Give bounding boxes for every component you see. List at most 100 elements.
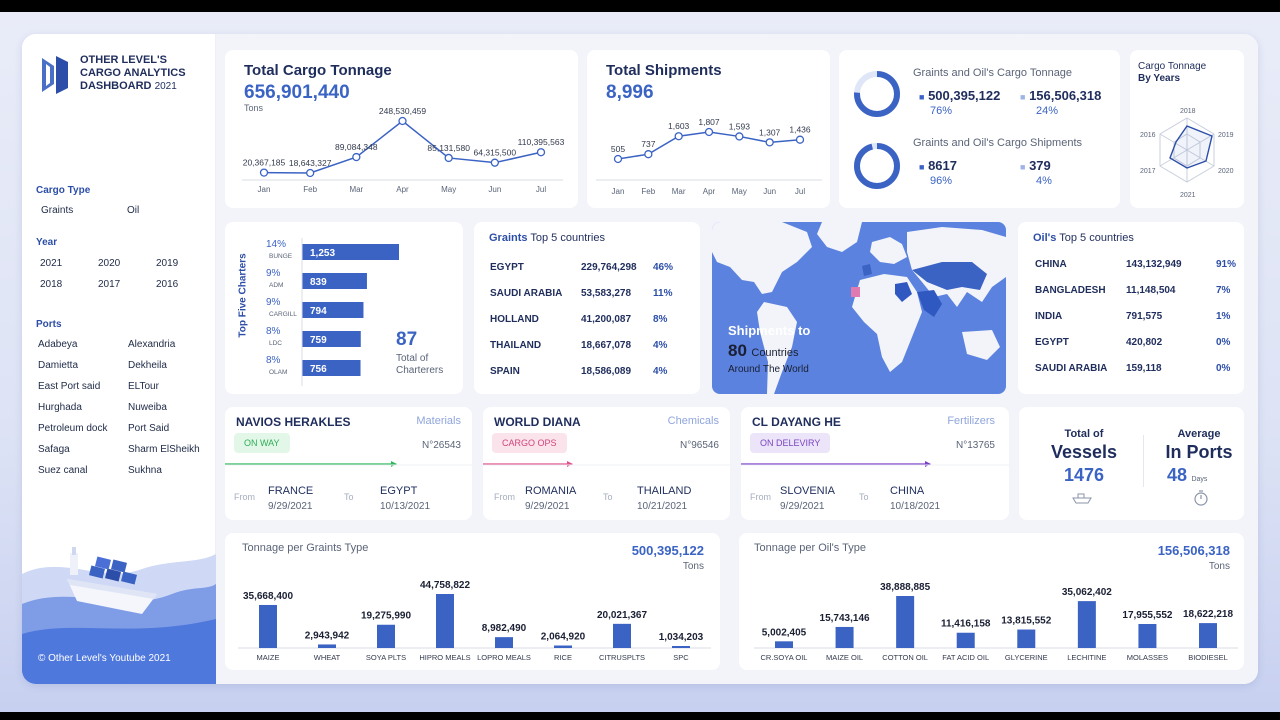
country-pct: 11% xyxy=(653,287,673,299)
tonnage-value: 656,901,440 xyxy=(244,82,350,103)
cargo-type-graints[interactable]: Graints xyxy=(41,205,74,216)
category-label: LOPRO MEALS xyxy=(477,653,531,662)
port-nuweiba[interactable]: Nuweiba xyxy=(128,402,167,413)
port-safaga[interactable]: Safaga xyxy=(38,444,70,455)
year-2017[interactable]: 2017 xyxy=(98,279,121,290)
world-map-card[interactable]: Shipments to 80 Countries Around The Wor… xyxy=(712,222,1006,394)
vessel-card-3[interactable]: CL DAYANG HE Fertilizers ON DELEVIRY N°1… xyxy=(741,407,1009,520)
charterer-name: OLAM xyxy=(269,369,287,376)
x-tick-label: Apr xyxy=(703,187,716,196)
port-port-said[interactable]: Port Said xyxy=(128,423,170,434)
category-label: HIPRO MEALS xyxy=(419,653,470,662)
to-date: 10/21/2021 xyxy=(637,501,688,512)
graints-type-title: Tonnage per Graints Type xyxy=(242,542,369,554)
country-name: SAUDI ARABIA xyxy=(490,287,563,299)
charterer-name: BUNGE xyxy=(269,253,293,260)
ports-header: Ports xyxy=(36,319,62,330)
year-header: Year xyxy=(36,237,58,248)
x-tick-label: Feb xyxy=(641,187,655,196)
port-alexandria[interactable]: Alexandria xyxy=(128,339,176,350)
shipments-title: Total Shipments xyxy=(606,62,722,79)
charterer-value: 794 xyxy=(310,306,327,317)
bar xyxy=(775,641,793,648)
country-pct: 7% xyxy=(1216,284,1231,296)
category-label: LECHITINE xyxy=(1067,653,1106,662)
x-tick-label: Jun xyxy=(763,187,776,196)
port-hurghada[interactable]: Hurghada xyxy=(38,402,82,413)
port-dekheila[interactable]: Dekheila xyxy=(128,360,167,371)
title-line-3-text: DASHBOARD xyxy=(80,80,152,92)
x-tick-label: Jan xyxy=(612,187,625,196)
total-shipments-card: Total Shipments 8,996 505 Jan 737 Feb 1,603 M… xyxy=(587,50,830,208)
vessel-card-1[interactable]: NAVIOS HERAKLES Materials ON WAY N°26543… xyxy=(225,407,472,520)
category-label: CITRUSPLTS xyxy=(599,653,645,662)
port-sharm-elsheikh[interactable]: Sharm ElSheikh xyxy=(128,444,200,455)
port-suez-canal[interactable]: Suez canal xyxy=(38,465,88,476)
port-eltour[interactable]: ELTour xyxy=(128,381,159,392)
share-tonnage-oil-pct: 24% xyxy=(1036,105,1059,117)
charterer-bar xyxy=(302,331,361,347)
world-map xyxy=(712,222,1006,394)
charterer-value: 1,253 xyxy=(310,248,335,259)
title-line-2: CARGO ANALYTICS xyxy=(80,67,186,79)
map-count: 80 xyxy=(728,341,747,360)
map-countries-line: 80 Countries xyxy=(728,341,798,361)
cargo-ship-icon xyxy=(67,547,157,614)
table-row: SAUDI ARABIA 53,583,278 11% xyxy=(490,280,673,306)
bar xyxy=(318,644,336,648)
port-sukhna[interactable]: Sukhna xyxy=(128,465,162,476)
oil-top5-title-rest: Top 5 countries xyxy=(1059,232,1134,244)
x-tick-label: Jul xyxy=(795,187,805,196)
cargo-type-oil[interactable]: Oil xyxy=(127,205,140,216)
graints-type-total: 500,395,122 xyxy=(631,543,704,558)
data-label: 1,307 xyxy=(759,127,781,137)
country-value: 11,148,504 xyxy=(1126,284,1176,296)
title-year: 2021 xyxy=(154,81,177,92)
bottom-letterbox xyxy=(0,712,1280,720)
radar-title-line2: By Years xyxy=(1138,73,1181,84)
year-2021[interactable]: 2021 xyxy=(40,258,63,269)
shipments-line-chart: 505 Jan 737 Feb 1,603 Mar 1,807 Apr 1,593 May 1,30… xyxy=(596,117,822,196)
to-country: EGYPT xyxy=(380,485,418,497)
country-value: 143,132,949 xyxy=(1126,258,1182,270)
share-tonnage-oil: ■ 156,506,318 xyxy=(1020,88,1101,103)
oil-marker-icon: ■ xyxy=(1020,92,1026,102)
country-pct: 46% xyxy=(653,261,674,273)
charterers-total: 87 xyxy=(396,329,418,350)
year-2018[interactable]: 2018 xyxy=(40,279,63,290)
data-label: 1,436 xyxy=(789,125,811,135)
bar-value-label: 5,002,405 xyxy=(762,627,807,638)
vessel-name: WORLD DIANA xyxy=(494,415,581,429)
category-label: MAIZE xyxy=(257,653,280,662)
year-2020[interactable]: 2020 xyxy=(98,258,121,269)
graints-marker-icon: ■ xyxy=(919,92,925,102)
country-value: 41,200,087 xyxy=(581,313,632,325)
dashboard-title: OTHER LEVEL'S CARGO ANALYTICS DASHBOARD … xyxy=(80,54,186,93)
to-label: To xyxy=(603,492,613,502)
data-label: 248,530,459 xyxy=(379,106,427,116)
vessel-status-badge: CARGO OPS xyxy=(492,433,567,453)
vessel-card-2[interactable]: WORLD DIANA Chemicals CARGO OPS N°96546 … xyxy=(483,407,730,520)
charterers-total-label: Total of Charterers xyxy=(396,353,443,377)
charterers-total-label-2: Charterers xyxy=(396,365,444,376)
bar-value-label: 35,668,400 xyxy=(243,591,293,602)
port-damietta[interactable]: Damietta xyxy=(38,360,79,371)
bar-value-label: 1,034,203 xyxy=(659,632,704,643)
port-adabeya[interactable]: Adabeya xyxy=(38,339,78,350)
map-shipments-line1: Shipments to xyxy=(728,323,811,338)
title-line-3: DASHBOARD 2021 xyxy=(80,80,186,93)
bar-value-label: 18,622,218 xyxy=(1183,609,1233,620)
port-east-port-said[interactable]: East Port said xyxy=(38,381,101,392)
data-label: 64,315,500 xyxy=(474,148,517,158)
radar-axis-2020: 2020 xyxy=(1218,168,1234,175)
from-date: 9/29/2021 xyxy=(780,501,825,512)
from-country: ROMANIA xyxy=(525,485,577,497)
charterer-bar xyxy=(302,273,367,289)
charterer-pct: 14% xyxy=(266,239,286,250)
year-2016[interactable]: 2016 xyxy=(156,279,179,290)
share-shipments-graints: ■ 8617 xyxy=(919,158,957,173)
port-petroleum-dock[interactable]: Petroleum dock xyxy=(38,423,108,434)
year-2019[interactable]: 2019 xyxy=(156,258,179,269)
graints-top5-title-bold: Graints xyxy=(489,232,528,244)
country-name: CHINA xyxy=(1035,258,1067,270)
